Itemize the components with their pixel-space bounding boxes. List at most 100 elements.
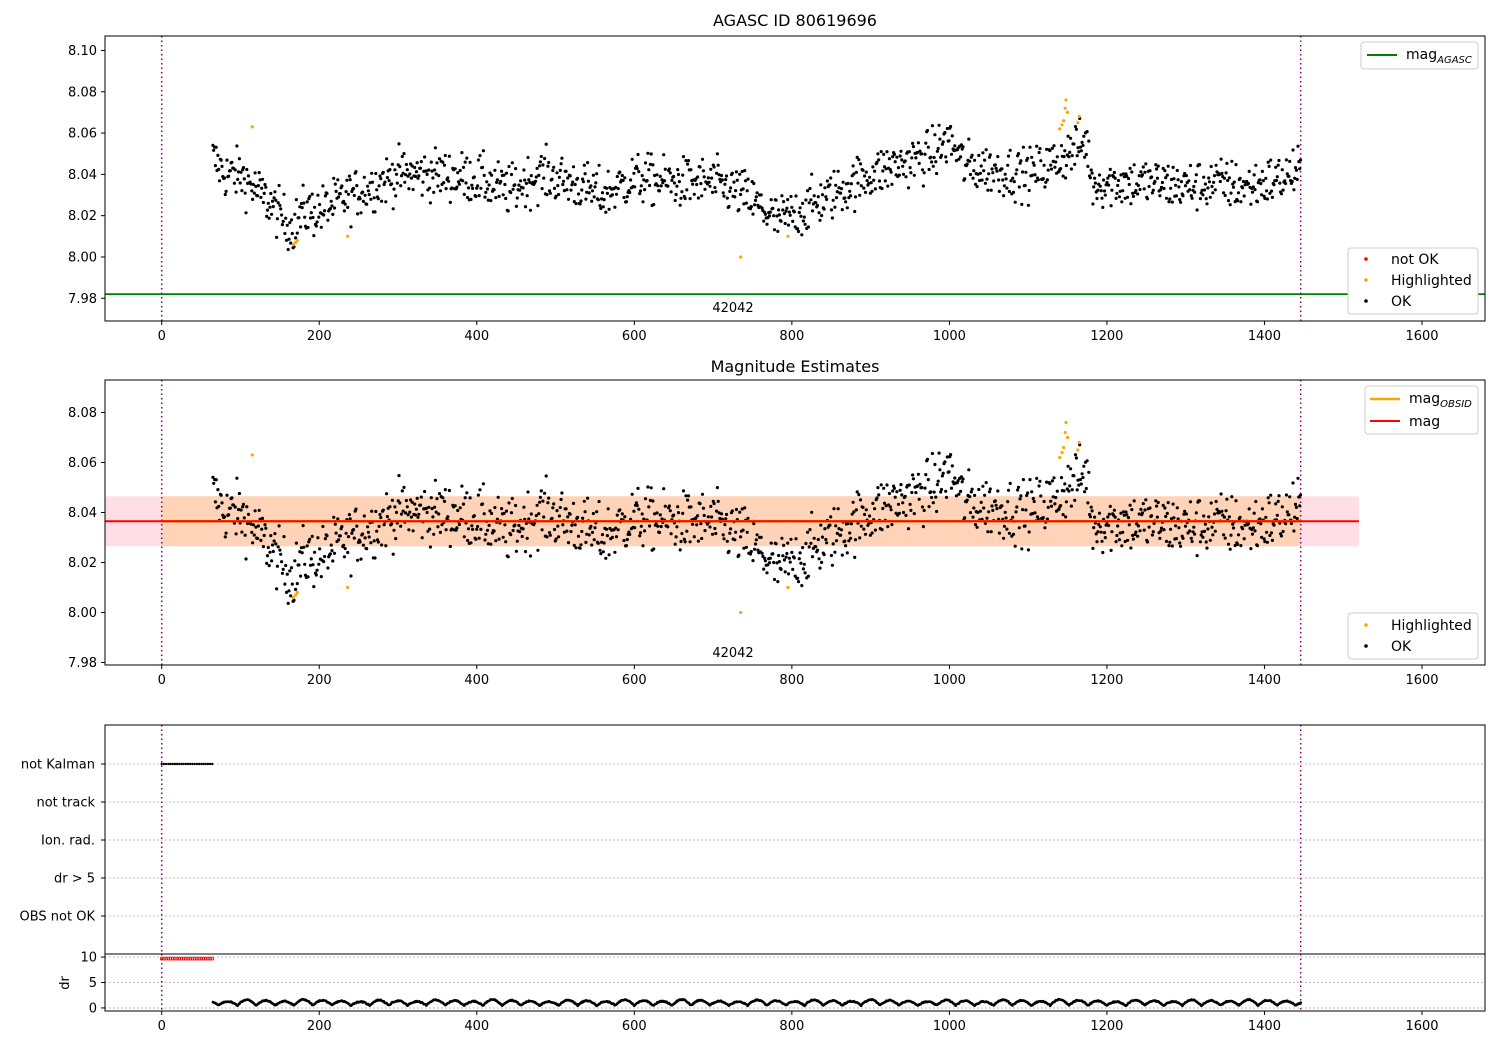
ok-point xyxy=(663,504,667,508)
ok-point xyxy=(270,212,274,216)
ok-point xyxy=(1208,538,1212,542)
ok-point xyxy=(982,169,986,173)
ok-point xyxy=(225,158,229,162)
ok-point xyxy=(752,522,756,526)
ok-point xyxy=(378,174,382,178)
ok-point xyxy=(1034,179,1038,183)
ok-point xyxy=(462,192,466,196)
ok-point xyxy=(559,162,563,166)
ok-point xyxy=(666,184,670,188)
ok-point xyxy=(264,526,268,530)
ok-point xyxy=(581,180,586,184)
ok-point xyxy=(737,553,741,557)
ok-point xyxy=(851,500,855,504)
ok-point xyxy=(852,510,856,514)
ok-point xyxy=(456,180,461,184)
ok-point xyxy=(947,139,951,143)
ok-point xyxy=(831,198,835,202)
ok-point xyxy=(1212,512,1217,516)
highlighted-point xyxy=(786,234,790,238)
highlighted-point xyxy=(291,595,295,600)
ok-point xyxy=(562,189,567,193)
ok-point xyxy=(1101,205,1105,209)
ok-point xyxy=(605,527,609,531)
ok-point xyxy=(343,202,347,206)
ok-point xyxy=(1290,179,1294,184)
ok-point xyxy=(1241,179,1245,184)
legend-highlighted: Highlighted xyxy=(1391,273,1472,289)
ok-point xyxy=(729,186,733,190)
ok-point xyxy=(698,502,702,506)
highlighted-point xyxy=(1077,114,1081,119)
ok-point xyxy=(256,184,260,188)
ok-point xyxy=(803,571,807,575)
ok-point xyxy=(779,567,783,572)
ok-point xyxy=(558,506,562,510)
ok-point xyxy=(260,527,264,531)
flag-label: not track xyxy=(36,796,95,811)
ok-point xyxy=(1083,155,1087,159)
ok-point xyxy=(538,160,543,164)
ok-point xyxy=(1075,154,1079,158)
not-kalman-point xyxy=(191,762,194,766)
highlighted-point xyxy=(1076,121,1080,125)
ok-point xyxy=(803,222,807,226)
ok-point xyxy=(332,515,336,519)
ok-point xyxy=(270,543,275,547)
ok-point xyxy=(923,152,927,156)
ok-point xyxy=(1223,536,1227,540)
ok-point xyxy=(996,155,1000,159)
ok-point xyxy=(943,460,947,464)
ok-point xyxy=(1236,542,1240,547)
ok-point xyxy=(1287,174,1291,178)
ok-point xyxy=(1275,175,1279,179)
ok-point xyxy=(540,528,544,532)
ok-point xyxy=(589,184,593,188)
ok-point xyxy=(317,215,321,219)
ok-point xyxy=(436,525,440,529)
ok-point xyxy=(814,545,818,549)
ok-point xyxy=(437,174,441,178)
ok-point xyxy=(538,500,542,504)
ok-point xyxy=(1020,547,1024,551)
ok-point xyxy=(1211,533,1215,537)
ok-point xyxy=(636,152,640,157)
ok-point xyxy=(407,187,411,191)
ok-point xyxy=(625,195,629,199)
ok-point xyxy=(1120,200,1124,204)
ok-point xyxy=(678,203,682,207)
ok-point xyxy=(312,234,316,238)
ok-point xyxy=(420,193,424,197)
ok-point xyxy=(1163,169,1167,173)
ok-point xyxy=(442,163,447,167)
ok-point xyxy=(1136,183,1140,188)
ok-point xyxy=(801,219,806,223)
ok-point xyxy=(1138,187,1142,192)
ok-point xyxy=(891,489,895,493)
ok-point xyxy=(1178,541,1182,545)
ok-point xyxy=(269,191,273,196)
ok-point xyxy=(536,548,540,552)
ok-point xyxy=(1154,499,1158,503)
ok-point xyxy=(1011,190,1016,194)
ok-point xyxy=(257,171,261,175)
ok-point xyxy=(822,553,826,557)
ok-point xyxy=(976,172,980,176)
ok-point xyxy=(392,187,396,191)
ok-point xyxy=(734,189,738,193)
ok-point xyxy=(587,533,591,537)
ok-point xyxy=(630,157,634,161)
ok-point xyxy=(374,509,378,514)
ok-point xyxy=(1284,522,1288,526)
ok-point xyxy=(1093,181,1097,185)
ok-point xyxy=(921,184,926,188)
ok-point xyxy=(738,172,742,176)
ok-point xyxy=(236,507,241,512)
ok-point xyxy=(733,195,737,199)
ok-point xyxy=(222,176,227,180)
ok-point xyxy=(719,173,724,178)
ok-point xyxy=(308,216,313,220)
dr-high-point xyxy=(206,956,210,961)
ok-point xyxy=(492,188,496,192)
